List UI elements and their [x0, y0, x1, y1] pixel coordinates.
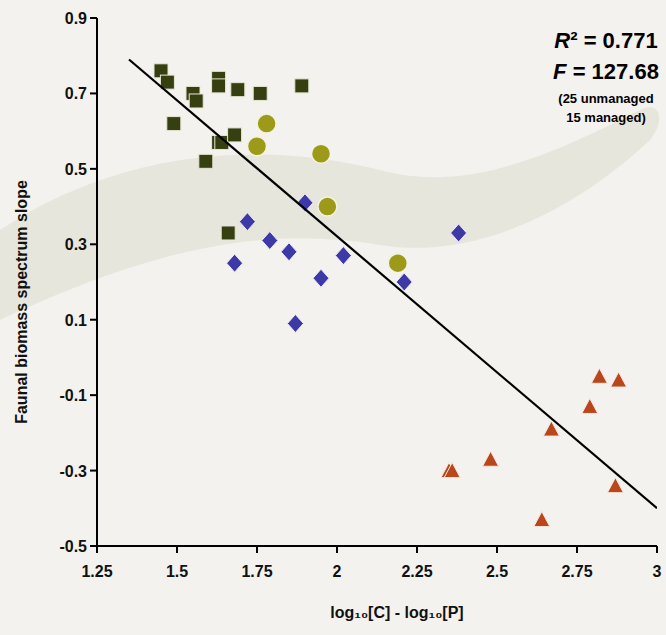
y-tick	[90, 319, 97, 321]
x-tick-label: 3	[653, 563, 662, 580]
y-tick-label: 0.5	[65, 161, 87, 178]
background	[0, 0, 666, 635]
x-tick-label: 2	[333, 563, 342, 580]
y-tick	[90, 545, 97, 547]
y-tick-label: 0.3	[65, 236, 87, 253]
x-tick-label: 2.5	[486, 563, 508, 580]
chart: 1.25 1.5 1.75 2 2.25 2.5 2.75 3 -0.5 -0.3 -0.1 0.1 0…	[0, 0, 666, 635]
point-square	[231, 83, 245, 97]
y-tick-label: 0.7	[65, 85, 87, 102]
x-axis	[97, 545, 657, 547]
x-tick-label: 1.5	[166, 563, 188, 580]
x-tick	[496, 546, 498, 553]
point-triangle	[611, 372, 627, 387]
point-diamond	[335, 247, 351, 265]
annotation: (25 unmanaged	[558, 91, 653, 106]
x-tick	[576, 546, 578, 553]
x-axis-title: log₁₀[C] - log₁₀[P]	[330, 604, 463, 621]
point-circle	[312, 144, 331, 163]
point-circle	[248, 137, 267, 156]
point-square	[295, 79, 309, 93]
point-triangle	[483, 451, 499, 466]
point-triangle	[534, 512, 550, 527]
x-tick	[336, 546, 338, 553]
x-tick	[176, 546, 178, 553]
y-tick-label: 0.9	[65, 10, 87, 27]
x-tick-label: 2.75	[561, 563, 592, 580]
point-triangle	[444, 463, 460, 478]
y-tick	[90, 17, 97, 19]
x-tick-label: 1.25	[81, 563, 112, 580]
point-circle	[257, 114, 276, 133]
annotation: R² = 0.771	[554, 28, 657, 53]
point-circle	[318, 197, 337, 216]
y-tick	[90, 92, 97, 94]
annotation: F = 127.68	[553, 59, 659, 84]
fit-line	[129, 59, 657, 508]
point-triangle	[591, 368, 607, 383]
point-circle	[388, 254, 407, 273]
point-triangle	[607, 478, 623, 493]
point-square	[199, 154, 213, 168]
x-tick	[256, 546, 258, 553]
point-diamond	[313, 269, 329, 287]
x-tick-label: 2.25	[401, 563, 432, 580]
y-tick	[90, 394, 97, 396]
point-square	[189, 94, 203, 108]
y-axis-title: Faunal biomass spectrum slope	[13, 180, 30, 424]
y-tick-label: 0.1	[65, 312, 87, 329]
plot-area	[129, 59, 657, 526]
x-tick	[416, 546, 418, 553]
y-axis	[96, 18, 98, 546]
point-diamond	[239, 213, 255, 231]
y-tick-label: -0.5	[59, 538, 87, 555]
point-square	[167, 117, 181, 131]
background-shape	[0, 107, 659, 320]
x-tick	[656, 546, 658, 553]
point-square	[253, 86, 267, 100]
annotation: 15 managed)	[566, 110, 645, 125]
y-tick	[90, 168, 97, 170]
point-square	[228, 128, 242, 142]
point-diamond	[287, 314, 303, 332]
y-tick-label: -0.3	[59, 463, 87, 480]
y-tick	[90, 470, 97, 472]
point-diamond	[281, 243, 297, 261]
y-tick-label: -0.1	[59, 387, 87, 404]
point-diamond	[451, 224, 467, 242]
point-triangle	[582, 398, 598, 413]
point-square	[212, 79, 226, 93]
x-tick	[96, 546, 98, 553]
point-diamond	[227, 254, 243, 272]
point-diamond	[262, 232, 278, 250]
point-square	[221, 226, 235, 240]
x-tick-label: 1.75	[241, 563, 272, 580]
y-tick	[90, 243, 97, 245]
